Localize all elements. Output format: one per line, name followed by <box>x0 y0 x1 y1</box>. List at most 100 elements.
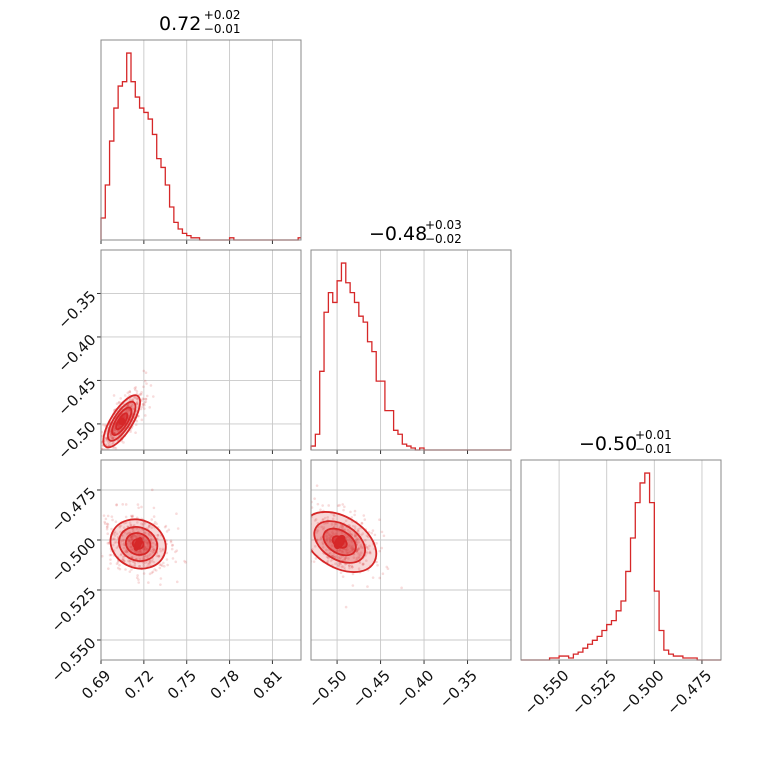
sample-point <box>122 538 126 542</box>
sample-point <box>136 521 139 524</box>
sample-point <box>360 521 364 525</box>
sample-point <box>355 538 358 542</box>
sample-point <box>321 518 325 522</box>
sample-point <box>132 530 135 533</box>
y-tick-label: −0.500 <box>48 534 100 586</box>
sample-point <box>344 556 347 560</box>
sample-point <box>325 534 328 538</box>
sample-point <box>146 544 150 547</box>
sample-point <box>161 548 165 552</box>
sample-point <box>131 535 135 538</box>
sample-point <box>355 556 359 560</box>
sample-point <box>111 437 115 440</box>
y-tick-label: −0.35 <box>54 287 99 332</box>
sample-point <box>115 503 118 507</box>
x-tick-label: −0.50 <box>305 666 350 711</box>
sample-point <box>330 523 334 526</box>
sample-point <box>105 525 109 529</box>
sample-point <box>345 551 349 554</box>
sample-point <box>106 441 110 444</box>
sample-point <box>143 548 147 551</box>
sample-point <box>144 540 148 543</box>
sample-point <box>138 549 142 553</box>
sample-point <box>118 563 121 567</box>
sample-point <box>329 539 332 542</box>
sample-point <box>114 520 118 524</box>
sample-point <box>316 529 320 532</box>
sample-point <box>312 560 316 563</box>
x-tick-label: −0.475 <box>663 666 715 718</box>
sample-point <box>144 561 147 565</box>
sample-point <box>101 447 104 450</box>
sample-point <box>128 560 132 563</box>
sample-point <box>141 524 145 527</box>
sample-point <box>127 404 130 407</box>
y-tick-label: −0.50 <box>54 418 99 463</box>
sample-point <box>365 551 369 555</box>
histogram-step-line <box>521 472 721 661</box>
sample-point <box>371 576 375 579</box>
sample-point <box>341 565 344 568</box>
sample-point <box>115 546 119 550</box>
density-peak <box>333 534 346 550</box>
sample-point <box>348 530 352 534</box>
sample-point <box>130 535 134 539</box>
sample-point <box>119 524 123 527</box>
sample-point <box>115 540 118 544</box>
sample-point <box>111 441 115 444</box>
sample-point <box>303 534 306 537</box>
histogram-panel-0 <box>100 39 302 244</box>
sample-point <box>133 564 136 568</box>
sample-point <box>159 577 163 580</box>
sample-point <box>142 547 145 551</box>
title-minus-error: −0.01 <box>204 22 241 36</box>
sample-point <box>339 571 343 575</box>
sample-point <box>152 515 156 518</box>
sample-point <box>326 559 330 563</box>
sample-point <box>131 398 135 401</box>
sample-point <box>327 556 330 560</box>
sample-point <box>106 514 110 518</box>
sample-point <box>355 549 359 552</box>
sample-point <box>328 540 332 544</box>
sample-point <box>343 528 347 531</box>
panel-background <box>521 460 721 660</box>
sample-point <box>304 518 307 521</box>
sample-point <box>166 563 169 567</box>
sample-point <box>119 530 122 534</box>
sample-point <box>302 519 305 522</box>
sample-point <box>129 542 133 545</box>
sample-point <box>338 557 341 561</box>
title-minus-error: −0.02 <box>425 232 462 246</box>
sample-point <box>150 571 154 575</box>
sample-point <box>108 453 111 456</box>
panel-border <box>100 459 302 661</box>
sample-point <box>139 407 143 411</box>
sample-point <box>325 555 329 559</box>
sample-point <box>143 531 146 534</box>
sample-point <box>350 540 354 543</box>
sample-point <box>146 562 150 566</box>
sample-point <box>159 583 162 586</box>
title-minus-error: −0.01 <box>635 442 672 456</box>
sample-point <box>144 371 148 374</box>
sample-point <box>117 401 121 405</box>
sample-point <box>128 390 132 393</box>
sample-point <box>104 452 107 455</box>
sample-point <box>144 397 148 401</box>
panel-background <box>311 250 511 450</box>
sample-point <box>357 546 361 550</box>
sample-point <box>314 557 318 560</box>
sample-point <box>147 554 150 557</box>
sample-point <box>149 534 153 537</box>
sample-point <box>107 443 111 446</box>
sample-point <box>127 559 130 563</box>
sample-point <box>340 549 344 553</box>
sample-point <box>147 581 150 584</box>
sample-point <box>142 557 145 561</box>
sample-point <box>157 555 160 558</box>
sample-point <box>122 559 125 562</box>
sample-point <box>131 398 134 402</box>
sample-point <box>365 559 368 562</box>
sample-point <box>158 547 162 551</box>
